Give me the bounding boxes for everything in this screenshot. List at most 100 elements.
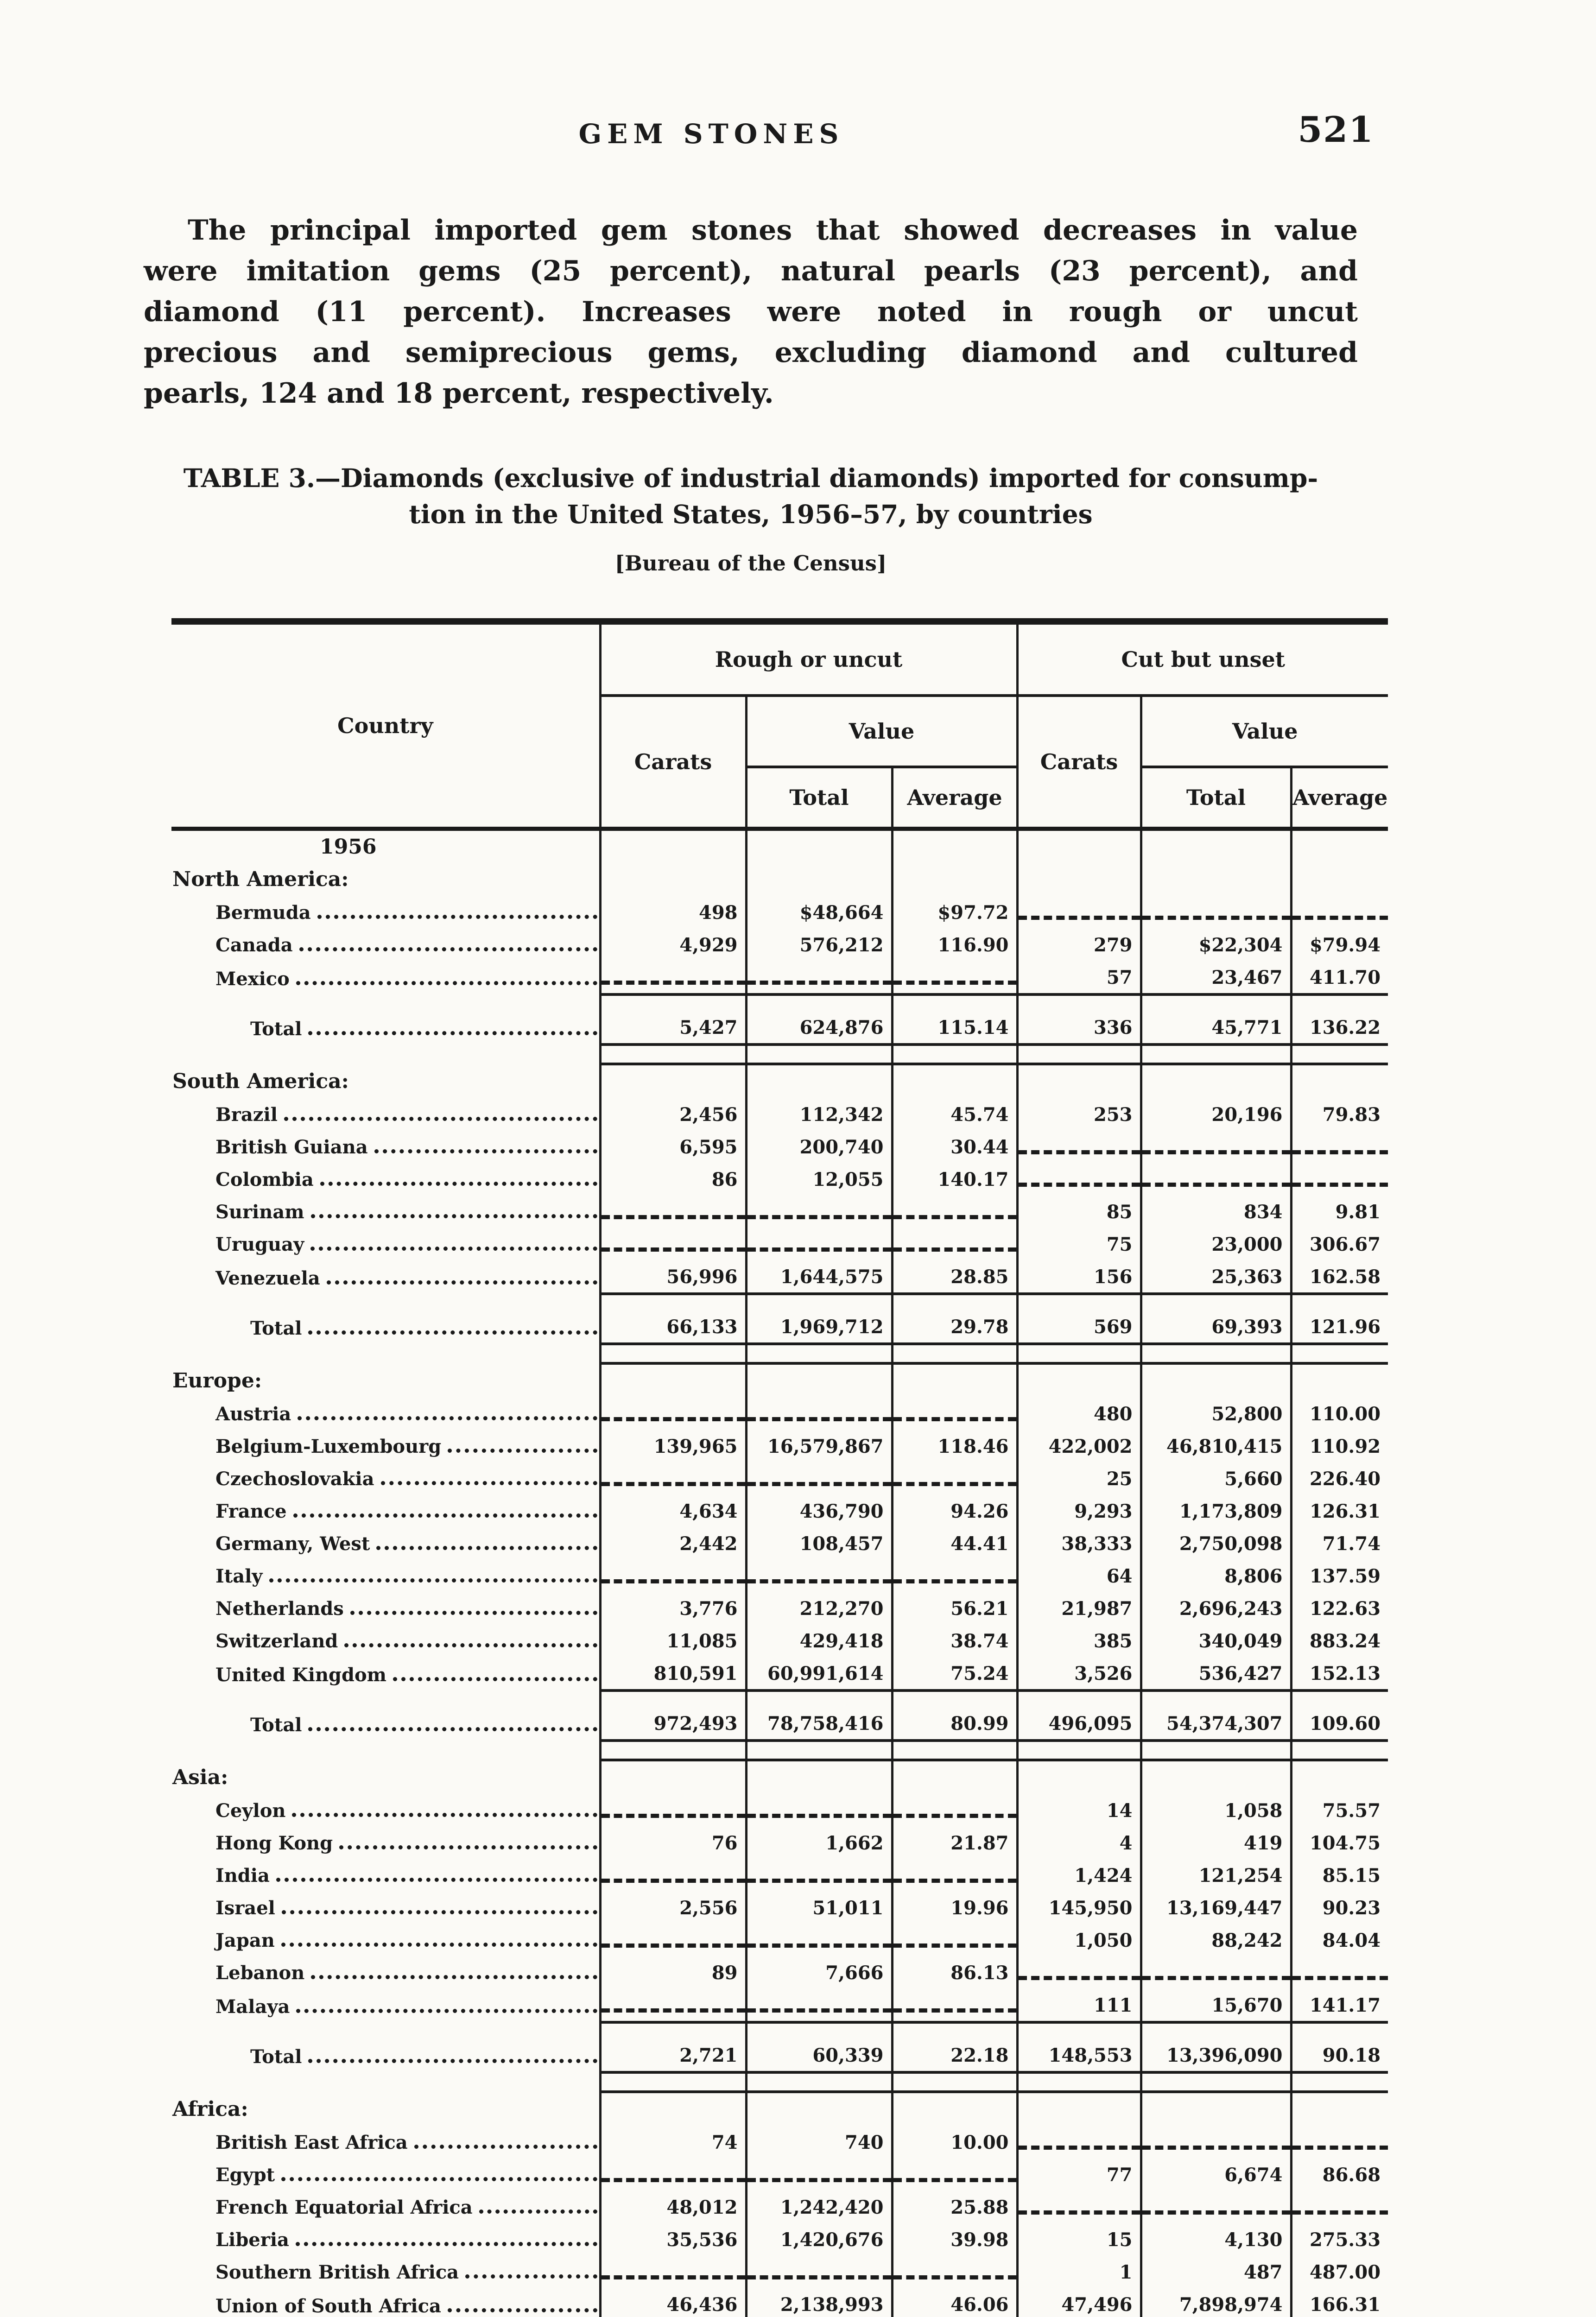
no-data-dash [747, 1215, 891, 1219]
value-cell: 9.81 [1290, 1195, 1388, 1228]
value-cell: 39.98 [891, 2223, 1017, 2255]
section-label: Europe: [172, 1369, 262, 1393]
value-cell: 86.13 [891, 1956, 1017, 1988]
value-cell: $97.72 [891, 896, 1017, 928]
paragraph-line: precious and semiprecious gems, excludin… [144, 336, 1358, 369]
value-cell: 29.78 [891, 1292, 1017, 1344]
value-cell: 8,806 [1140, 1559, 1291, 1592]
table-row: Southern British Africa 1 487 487.00 [171, 2255, 1388, 2288]
value-cell: 90.18 [1290, 2021, 1388, 2072]
table-header: Country Rough or uncut Cut but unset Car… [171, 621, 1388, 829]
row-label-wrap: French Equatorial Africa [171, 2197, 599, 2218]
row-label-cell: Uruguay [171, 1228, 600, 1260]
value-cell: 69,393 [1140, 1292, 1291, 1344]
value-cell: 110.00 [1290, 1397, 1388, 1430]
section-separator-row [171, 1342, 1388, 1365]
no-data-cell [1140, 2190, 1291, 2223]
row-label-cell: Mexico [171, 961, 600, 994]
value-cell: 166.31 [1290, 2288, 1388, 2317]
row-label: Germany, West [215, 1533, 370, 1555]
value-cell: 30.44 [891, 1130, 1017, 1163]
no-data-dash [747, 1579, 891, 1583]
leader-dots [447, 2308, 597, 2312]
double-rule-cell [891, 2071, 1017, 2093]
row-label: Switzerland [215, 1630, 338, 1652]
row-label-cell: Italy [171, 1559, 600, 1592]
double-rule-cell [1140, 2071, 1291, 2093]
value-cell: 139,965 [599, 1430, 746, 1462]
value-cell: 2,138,993 [745, 2288, 892, 2317]
no-data-cell [1016, 1130, 1141, 1163]
value-cell: 21.87 [891, 1826, 1017, 1859]
value-cell: 336 [1016, 993, 1141, 1045]
value-cell: 13,169,447 [1140, 1891, 1291, 1924]
value-cell: 1,242,420 [745, 2190, 892, 2223]
value-cell: 25.88 [891, 2190, 1017, 2223]
value-cell: 66,133 [599, 1292, 746, 1344]
double-rule-cell [1290, 1043, 1388, 1065]
no-data-dash [1292, 1976, 1388, 1980]
value-cell: 22.18 [891, 2021, 1017, 2072]
row-label-cell: Total [171, 994, 600, 1045]
no-data-cell [891, 1859, 1017, 1891]
leader-dots [281, 2177, 597, 2181]
no-data-dash [893, 1482, 1016, 1486]
empty-cell [1140, 1363, 1291, 1397]
no-data-cell [745, 1195, 892, 1228]
row-label-wrap: Liberia [171, 2229, 599, 2251]
no-data-cell [891, 2158, 1017, 2190]
row-label-wrap: Total [171, 1714, 599, 1736]
table-row: Bermuda 498 $48,664 $97.72 [171, 896, 1388, 928]
value-cell: 429,418 [745, 1624, 892, 1657]
value-cell: 487 [1140, 2255, 1291, 2288]
col-group-cut-but-unset: Cut but unset [1016, 621, 1388, 697]
section-label: Asia: [172, 1766, 228, 1789]
value-cell: 115.14 [891, 993, 1017, 1045]
table-row: Europe: [171, 1363, 1388, 1397]
double-rule-cell [745, 1043, 892, 1065]
section-separator-row [171, 2071, 1388, 2093]
value-cell: 76 [599, 1826, 746, 1859]
value-cell: 385 [1016, 1624, 1141, 1657]
no-data-cell [891, 1794, 1017, 1826]
table-row: Czechoslovakia 25 5,660 226.40 [171, 1462, 1388, 1494]
table-row: Austria 480 52,800 110.00 [171, 1397, 1388, 1430]
empty-cell [891, 863, 1017, 896]
value-cell: 2,556 [599, 1891, 746, 1924]
no-data-dash [1018, 2146, 1140, 2150]
table-row: Switzerland 11,085 429,418 38.74 385 340,049 8… [171, 1624, 1388, 1657]
table-row: Germany, West 2,442 108,457 44.41 38,333 2,75… [171, 1527, 1388, 1559]
value-cell: 200,740 [745, 1130, 892, 1163]
no-data-dash [1292, 1183, 1388, 1187]
row-label: Uruguay [215, 1234, 304, 1255]
leader-dots [281, 1943, 597, 1947]
empty-cell [1016, 2092, 1141, 2126]
no-data-cell [745, 1794, 892, 1826]
no-data-dash [747, 2275, 891, 2279]
no-data-cell [1016, 896, 1141, 928]
empty-cell [599, 863, 746, 896]
table-row: Africa: [171, 2092, 1388, 2126]
value-cell: 740 [745, 2126, 892, 2158]
no-data-cell [745, 1988, 892, 2022]
row-label-wrap: Colombia [171, 1169, 599, 1190]
empty-cell [745, 829, 892, 863]
value-cell: $79.94 [1290, 928, 1388, 961]
no-data-dash [601, 1579, 745, 1583]
section-label-cell: North America: [171, 863, 600, 896]
empty-cell [745, 1760, 892, 1794]
leader-dots [317, 915, 597, 919]
no-data-dash [601, 981, 745, 985]
no-data-cell [599, 1195, 746, 1228]
value-cell: 1,969,712 [745, 1292, 892, 1344]
no-data-dash [747, 1943, 891, 1948]
value-cell: 15 [1016, 2223, 1141, 2255]
no-data-cell [1290, 896, 1388, 928]
no-data-dash [601, 1482, 745, 1486]
row-label: Total [250, 2046, 302, 2068]
double-rule-cell [1290, 1342, 1388, 1365]
value-cell: 7,666 [745, 1956, 892, 1988]
value-cell: 6,595 [599, 1130, 746, 1163]
no-data-dash [601, 2275, 745, 2279]
value-cell: 156 [1016, 1260, 1141, 1294]
